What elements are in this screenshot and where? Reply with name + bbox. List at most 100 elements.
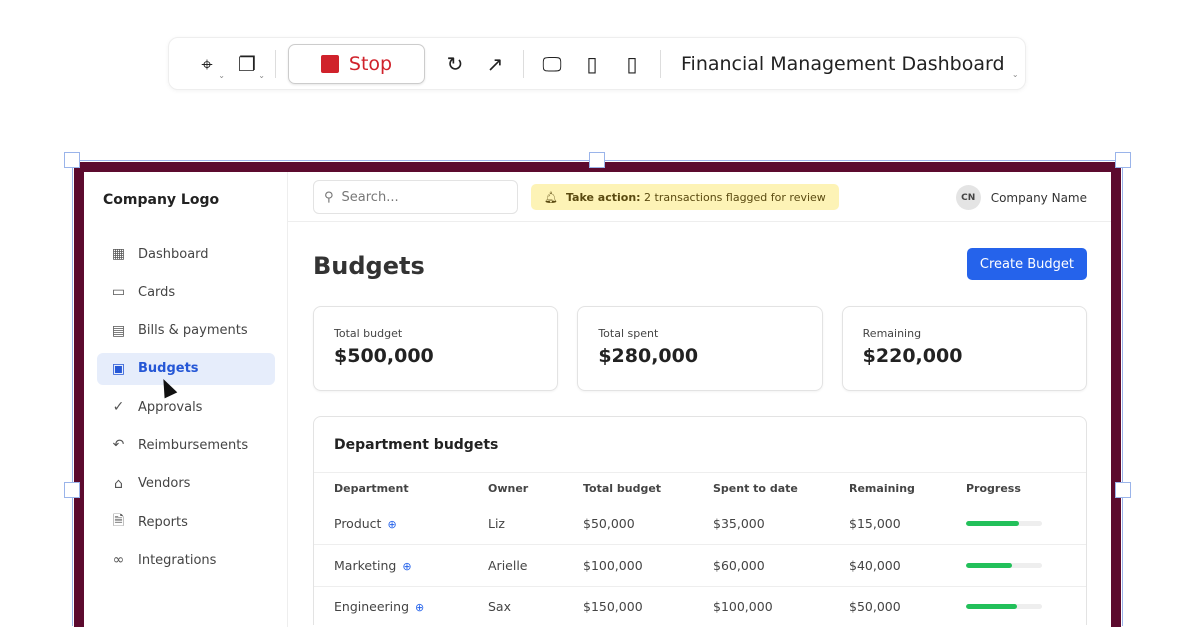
plus-circle-icon[interactable]: ⊕: [387, 518, 397, 531]
remaining-cell: $15,000: [849, 516, 901, 531]
table-title: Department budgets: [314, 417, 1086, 473]
remaining-cell: $40,000: [849, 558, 901, 573]
avatar: CN: [955, 185, 981, 210]
search-input[interactable]: ⚲ Search...: [313, 180, 518, 214]
sidebar-item-label: Reimbursements: [138, 437, 249, 453]
spent-cell: $60,000: [713, 558, 765, 573]
owner-cell: Liz: [488, 516, 505, 531]
stat-card: Total budget $500,000: [313, 306, 559, 391]
table-row[interactable]: Marketing ⊕ Arielle $100,000 $60,000 $40,…: [314, 545, 1086, 587]
sidebar-item-label: Dashboard: [138, 246, 209, 262]
chevron-down-icon: ⌄: [1011, 69, 1019, 79]
spent-cell: $100,000: [713, 598, 773, 614]
column-header: Department: [334, 481, 409, 495]
preview-frame: Company Logo ▦ Dashboard ▭ Cards ▤ Bills & pa…: [74, 162, 1121, 627]
sidebar: Company Logo ▦ Dashboard ▭ Cards ▤ Bills & pa…: [84, 172, 288, 627]
sidebar-item-integrations[interactable]: ∞ Integrations: [97, 544, 275, 576]
department-cell: Product ⊕: [334, 516, 488, 531]
link-icon: ∞: [112, 552, 125, 569]
page-select[interactable]: Financial Management Dashboard ⌄: [681, 53, 1019, 79]
grid-icon: ▦: [111, 246, 126, 262]
mobile-icon[interactable]: ▯: [626, 51, 638, 76]
resize-handle[interactable]: [589, 152, 605, 168]
stat-label: Total budget: [334, 327, 403, 340]
sidebar-item-budgets[interactable]: ▣ Budgets: [97, 352, 275, 385]
page-title: Budgets: [313, 252, 425, 280]
resize-handle[interactable]: [1115, 152, 1131, 168]
sidebar-item-approvals[interactable]: ✓ Approvals: [97, 391, 275, 423]
company-menu[interactable]: CN Company Name: [955, 185, 1087, 210]
create-budget-button[interactable]: Create Budget: [966, 248, 1087, 280]
open-external-icon[interactable]: ↗: [486, 51, 504, 76]
undo-icon: ↶: [112, 437, 125, 454]
department-budgets-card: Department budgets Department Owner Total …: [313, 416, 1087, 625]
document-icon: ▤: [111, 322, 126, 339]
desktop-icon[interactable]: 🖵: [542, 51, 562, 76]
sidebar-item-cards[interactable]: ▭ Cards: [97, 276, 275, 308]
sidebar-item-label: Reports: [138, 514, 188, 530]
column-header: Progress: [966, 481, 1021, 495]
app: Company Logo ▦ Dashboard ▭ Cards ▤ Bills & pa…: [84, 172, 1111, 627]
total-cell: $150,000: [583, 598, 643, 614]
target-icon[interactable]: ⌖ ⌄: [201, 51, 225, 80]
progress-cell: [966, 563, 1046, 568]
sidebar-item-label: Approvals: [138, 399, 203, 415]
stop-button[interactable]: Stop: [288, 43, 425, 84]
sidebar-item-bills-payments[interactable]: ▤ Bills & payments: [97, 315, 275, 347]
total-cell: $100,000: [583, 558, 643, 573]
owner-cell: Arielle: [488, 558, 528, 573]
sidebar-item-reports[interactable]: 🗎︎ Reports: [97, 506, 275, 538]
column-header: Spent to date: [713, 481, 798, 495]
department-name: Marketing: [334, 558, 397, 573]
table-row[interactable]: Product ⊕ Liz $50,000 $35,000 $15,000: [314, 503, 1086, 545]
table-body: Product ⊕ Liz $50,000 $35,000 $15,000 Mar…: [314, 503, 1086, 625]
department-cell: Marketing ⊕: [334, 558, 488, 573]
selection-outline: [72, 160, 1123, 626]
resize-handle[interactable]: [64, 482, 80, 498]
stat-value: $280,000: [598, 345, 699, 367]
stat-card: Total spent $280,000: [577, 306, 823, 391]
stop-label: Stop: [348, 52, 393, 75]
stop-icon: [320, 54, 339, 73]
resize-handle[interactable]: [1115, 482, 1131, 498]
remaining-cell: $50,000: [849, 598, 901, 614]
progress-bar: [966, 603, 1042, 609]
divider: [660, 49, 661, 78]
table-row[interactable]: Engineering ⊕ Sax $150,000 $100,000 $50,0…: [314, 587, 1086, 625]
alert-strong: Take action:: [565, 190, 641, 204]
money-icon: ▣: [111, 360, 126, 377]
store-icon: ⌂: [114, 475, 123, 492]
alert-banner[interactable]: 🔔︎ Take action: 2 transactions flagged fo…: [531, 184, 839, 210]
card-icon: ▭: [111, 284, 126, 301]
alert-text: 2 transactions flagged for review: [644, 190, 826, 204]
search-placeholder: Search...: [341, 189, 399, 205]
sidebar-item-label: Bills & payments: [138, 323, 248, 339]
topbar: ⚲ Search... 🔔︎ Take action: 2 transactions…: [288, 172, 1111, 222]
plus-circle-icon[interactable]: ⊕: [415, 600, 425, 614]
spent-cell: $35,000: [713, 516, 765, 531]
progress-bar: [966, 563, 1042, 568]
table-header: Department Owner Total budget Spent to date…: [314, 473, 1086, 503]
sidebar-nav: ▦ Dashboard ▭ Cards ▤ Bills & payments ▣ Budget…: [97, 238, 275, 583]
stats-row: Total budget $500,000 Total spent $280,000 R…: [313, 306, 1087, 391]
resize-handle[interactable]: [64, 152, 80, 168]
sidebar-item-label: Budgets: [138, 361, 199, 377]
progress-cell: [966, 603, 1046, 609]
progress-fill: [966, 521, 1020, 526]
divider: [275, 49, 276, 78]
sidebar-item-reimbursements[interactable]: ↶ Reimbursements: [97, 429, 275, 461]
check-circle-icon: ✓: [112, 399, 125, 416]
sidebar-item-vendors[interactable]: ⌂ Vendors: [97, 468, 275, 500]
sidebar-item-label: Vendors: [138, 476, 191, 492]
column-header: Owner: [488, 481, 529, 495]
stat-label: Total spent: [598, 327, 659, 340]
sidebar-item-label: Integrations: [138, 552, 217, 568]
layers-icon[interactable]: ❐ ⌄: [238, 51, 265, 80]
tablet-icon[interactable]: ▯: [586, 51, 598, 76]
stat-value: $500,000: [334, 345, 434, 367]
refresh-icon[interactable]: ↻: [446, 51, 464, 76]
department-name: Product: [334, 516, 382, 531]
plus-circle-icon[interactable]: ⊕: [402, 560, 412, 573]
sidebar-item-dashboard[interactable]: ▦ Dashboard: [97, 238, 275, 270]
owner-cell: Sax: [488, 598, 511, 614]
